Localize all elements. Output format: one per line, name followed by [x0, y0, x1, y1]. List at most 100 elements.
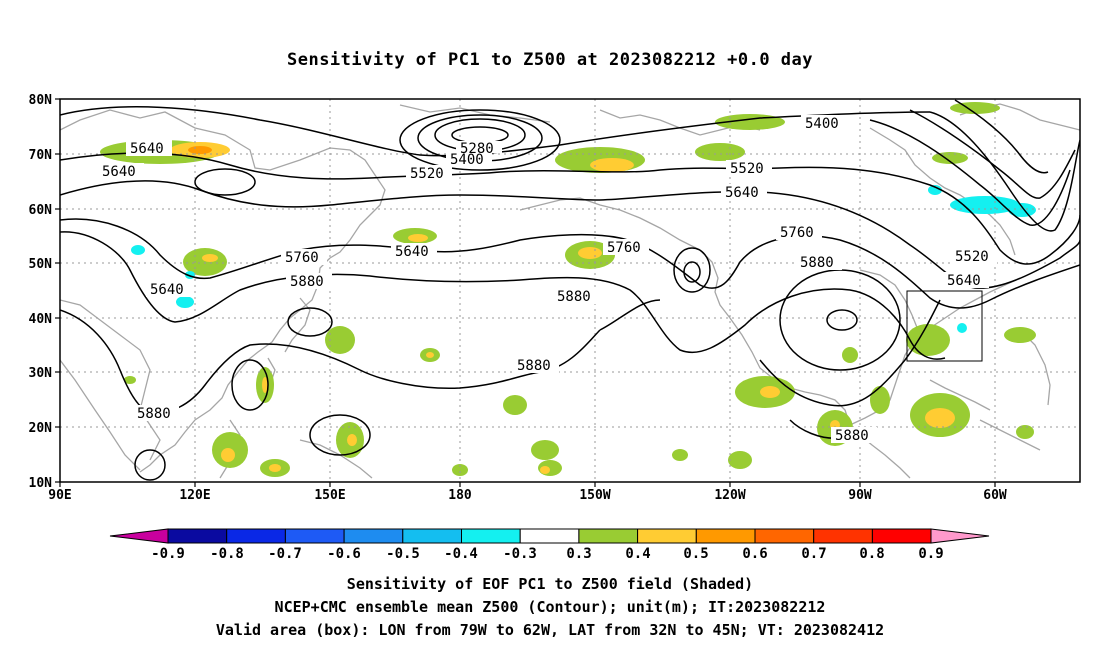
contour-label: 5880	[513, 357, 559, 374]
colorbar-tick-label: 0.5	[683, 546, 708, 562]
colorbar-tick-label: -0.9	[151, 546, 185, 562]
colorbar-cell	[461, 528, 521, 544]
caption-shading: Sensitivity of EOF PC1 to Z500 field (Sh…	[346, 575, 754, 593]
svg-text:5640: 5640	[102, 164, 136, 180]
contour-label: 5640	[721, 184, 767, 201]
svg-text:5640: 5640	[150, 282, 184, 298]
colorbar-cell	[109, 528, 169, 544]
svg-text:5880: 5880	[137, 406, 171, 422]
svg-text:5280: 5280	[460, 141, 494, 157]
svg-text:5880: 5880	[835, 428, 869, 444]
contour-labels: 5640 5640 5400 5280 5520 5400 5640 5520 …	[98, 115, 997, 444]
lat-label: 20N	[29, 421, 53, 436]
colorbar-tick-label: -0.7	[268, 546, 302, 562]
axis-ticks	[55, 98, 996, 487]
svg-text:5880: 5880	[800, 255, 834, 271]
lat-label: 40N	[29, 312, 53, 327]
valid-area-box	[906, 290, 983, 362]
contour-label: 5520	[726, 160, 772, 177]
contour-label: 5520	[406, 165, 452, 182]
svg-text:5400: 5400	[450, 152, 484, 168]
lon-label: 60W	[983, 488, 1007, 503]
colorbar-tick-label: -0.4	[444, 546, 478, 562]
svg-text:5640: 5640	[725, 185, 759, 201]
lon-label: 120E	[179, 488, 210, 503]
contour-label: 5640	[98, 163, 144, 180]
colorbar-tick-label: -0.5	[386, 546, 420, 562]
contour-label: 5760	[603, 239, 649, 256]
colorbar-cell	[284, 528, 345, 544]
svg-text:5760: 5760	[285, 250, 319, 266]
svg-text:5400: 5400	[805, 116, 839, 132]
contour-label: 5640	[391, 243, 437, 260]
svg-text:5880: 5880	[517, 358, 551, 374]
svg-text:5520: 5520	[410, 166, 444, 182]
colorbar-cell	[402, 528, 462, 544]
svg-text:5640: 5640	[130, 141, 164, 157]
colorbar-tick-label: -0.6	[327, 546, 361, 562]
contour-label: 5760	[281, 249, 327, 266]
contour-label: 5640	[146, 281, 192, 298]
contour-label: 5400	[446, 151, 492, 168]
colorbar-cell	[754, 528, 815, 544]
contour-label: 5760	[776, 224, 822, 241]
contour-label: 5880	[831, 427, 877, 444]
svg-text:5760: 5760	[607, 240, 641, 256]
colorbar-cell	[637, 528, 697, 544]
lat-label: 30N	[29, 366, 53, 381]
colorbar-cell	[519, 528, 580, 544]
colorbar	[109, 528, 990, 544]
colorbar-tick-label: 0.7	[801, 546, 826, 562]
contour-label: 5880	[553, 288, 599, 305]
z500-contours	[60, 99, 1080, 481]
contour-label: 5640	[943, 272, 989, 289]
lon-label: 150W	[579, 488, 610, 503]
contour-label: 5280	[456, 141, 502, 157]
colorbar-tick-label: 0.3	[566, 546, 591, 562]
colorbar-cell	[813, 528, 873, 544]
map-frame	[59, 98, 1081, 483]
colorbar-cell	[695, 528, 756, 544]
contour-label: 5880	[286, 273, 332, 290]
colorbar-labels: -0.9 -0.8 -0.7 -0.6 -0.5 -0.4 -0.3 0.3 0…	[151, 546, 944, 562]
latitude-labels: 80N 70N 60N 50N 40N 30N 20N 10N	[29, 93, 53, 491]
lat-label: 80N	[29, 93, 53, 108]
colorbar-cell	[871, 528, 932, 544]
contour-label: 5640	[126, 140, 172, 157]
contour-label: 5520	[951, 248, 997, 265]
colorbar-tick-label: 0.8	[859, 546, 884, 562]
svg-text:5520: 5520	[730, 161, 764, 177]
lat-label: 50N	[29, 257, 53, 272]
lon-label: 120W	[714, 488, 745, 503]
colorbar-tick-label: -0.3	[503, 546, 537, 562]
caption-contour: NCEP+CMC ensemble mean Z500 (Contour); u…	[274, 598, 826, 616]
colorbar-tick-label: 0.4	[625, 546, 650, 562]
colorbar-cell	[343, 528, 404, 544]
svg-text:5640: 5640	[947, 273, 981, 289]
longitude-labels: 90E 120E 150E 180 150W 120W 90W 60W	[48, 488, 1007, 503]
lon-label: 90W	[848, 488, 872, 503]
colorbar-tick-label: -0.8	[210, 546, 244, 562]
graticule	[60, 99, 1080, 482]
svg-text:5760: 5760	[780, 225, 814, 241]
svg-text:5640: 5640	[395, 244, 429, 260]
svg-text:5520: 5520	[955, 249, 989, 265]
lat-label: 70N	[29, 148, 53, 163]
lat-label: 60N	[29, 203, 53, 218]
lat-label: 10N	[29, 476, 53, 491]
contour-label: 5880	[796, 254, 842, 271]
caption-valid-area: Valid area (box): LON from 79W to 62W, L…	[215, 621, 885, 639]
colorbar-tick-label: 0.9	[918, 546, 943, 562]
lon-label: 150E	[314, 488, 345, 503]
svg-text:5880: 5880	[290, 274, 324, 290]
colorbar-tick-label: 0.6	[742, 546, 767, 562]
lon-label: 90E	[48, 488, 71, 503]
contour-label: 5400	[801, 115, 847, 132]
map-title: Sensitivity of PC1 to Z500 at 2023082212…	[286, 50, 813, 70]
colorbar-cell	[578, 528, 639, 544]
lon-label: 180	[448, 488, 472, 503]
colorbar-cell	[167, 528, 228, 544]
colorbar-cell	[930, 528, 990, 544]
svg-text:5880: 5880	[557, 289, 591, 305]
